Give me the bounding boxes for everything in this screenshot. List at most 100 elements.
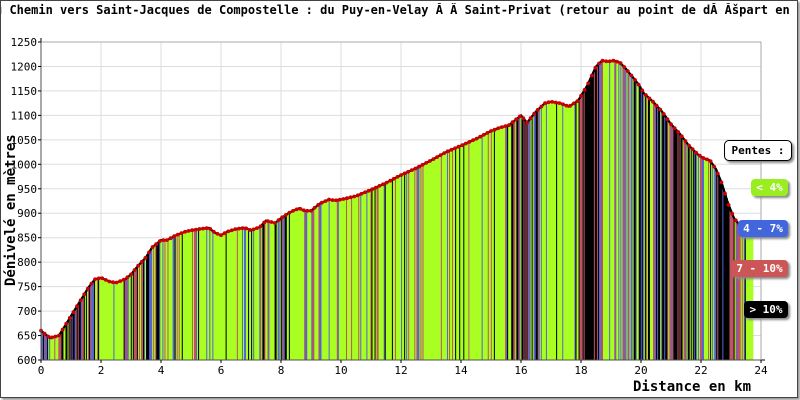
slope-bar bbox=[234, 228, 237, 360]
slope-bar bbox=[169, 238, 171, 360]
elevation-point bbox=[355, 193, 360, 198]
slope-bar bbox=[682, 137, 684, 360]
slope-bar bbox=[131, 272, 134, 360]
elevation-point bbox=[575, 99, 580, 103]
slope-bar bbox=[395, 177, 398, 360]
slope-bar bbox=[205, 228, 207, 360]
slope-bar bbox=[677, 131, 679, 360]
elevation-point bbox=[427, 159, 432, 163]
slope-bar bbox=[442, 153, 445, 360]
elevation-point bbox=[643, 93, 648, 97]
slope-bar bbox=[696, 153, 699, 360]
slope-bar bbox=[426, 162, 428, 360]
slope-bar bbox=[354, 196, 356, 360]
elevation-point bbox=[629, 73, 634, 78]
slope-bar bbox=[524, 119, 526, 360]
slope-bar bbox=[278, 219, 281, 360]
slope-bar bbox=[485, 133, 488, 360]
slope-bar bbox=[688, 145, 691, 360]
elevation-point bbox=[705, 157, 709, 162]
slope-bar bbox=[371, 189, 373, 360]
slope-bar bbox=[509, 124, 511, 360]
elevation-point bbox=[46, 334, 51, 339]
slope-bar bbox=[435, 157, 438, 360]
slope-bar bbox=[413, 168, 415, 360]
slope-bar bbox=[293, 210, 296, 360]
elevation-point bbox=[283, 213, 288, 217]
elevation-point bbox=[186, 229, 191, 233]
slope-bar bbox=[289, 211, 292, 360]
slope-bar bbox=[262, 223, 264, 360]
slope-bar bbox=[361, 193, 363, 360]
slope-bar bbox=[668, 120, 670, 361]
slope-bar bbox=[325, 200, 327, 360]
slope-bar bbox=[687, 143, 690, 360]
elevation-point bbox=[384, 180, 389, 185]
slope-bar bbox=[358, 194, 360, 360]
slope-bar bbox=[731, 212, 733, 360]
slope-bar bbox=[427, 161, 429, 360]
slope-bar bbox=[376, 186, 378, 360]
slope-bar bbox=[359, 194, 361, 360]
slope-bar bbox=[429, 160, 432, 360]
slope-bar bbox=[63, 326, 65, 360]
slope-bar bbox=[356, 195, 358, 360]
slope-bar bbox=[385, 182, 388, 360]
slope-bar bbox=[718, 174, 720, 360]
slope-bar bbox=[220, 234, 222, 360]
slope-bar bbox=[282, 216, 285, 360]
slope-bar bbox=[425, 162, 427, 360]
slope-bar bbox=[692, 149, 695, 360]
slope-bar bbox=[261, 224, 263, 360]
slope-bar bbox=[469, 141, 471, 360]
slope-bar bbox=[549, 101, 552, 360]
x-tick-label: 18 bbox=[574, 364, 587, 377]
slope-bar bbox=[383, 183, 386, 360]
elevation-point bbox=[528, 116, 533, 121]
slope-bar bbox=[180, 233, 183, 360]
slope-bar bbox=[531, 115, 534, 360]
slope-bar bbox=[341, 199, 344, 360]
slope-bar bbox=[477, 137, 479, 360]
slope-bar bbox=[749, 231, 752, 360]
elevation-point bbox=[460, 143, 465, 148]
slope-bar bbox=[369, 189, 371, 360]
elevation-point bbox=[147, 250, 151, 255]
elevation-point bbox=[525, 120, 529, 125]
slope-bar bbox=[608, 61, 610, 360]
slope-bar bbox=[412, 169, 414, 360]
elevation-point bbox=[226, 229, 231, 234]
elevation-point bbox=[67, 316, 72, 320]
x-tick-label: 8 bbox=[278, 364, 285, 377]
slope-bar bbox=[617, 61, 619, 361]
slope-bar bbox=[212, 230, 214, 360]
elevation-point bbox=[611, 58, 616, 63]
slope-bar bbox=[141, 260, 144, 360]
slope-bar bbox=[588, 80, 591, 360]
elevation-point bbox=[618, 61, 623, 66]
elevation-point bbox=[265, 219, 270, 224]
slope-bar bbox=[701, 157, 704, 360]
slope-bar bbox=[306, 210, 308, 360]
elevation-point bbox=[733, 218, 738, 223]
legend-item-lt4: < 4% bbox=[751, 179, 788, 196]
slope-bar bbox=[441, 153, 444, 360]
slope-bar bbox=[372, 188, 374, 360]
slope-bar bbox=[66, 321, 68, 360]
y-tick-label: 800 bbox=[17, 256, 37, 269]
slope-bar bbox=[452, 149, 454, 360]
slope-bar bbox=[305, 210, 307, 360]
slope-bar bbox=[307, 210, 309, 360]
slope-bar bbox=[561, 103, 563, 361]
slope-bar bbox=[101, 277, 103, 360]
slope-bar bbox=[548, 101, 551, 360]
slope-bar bbox=[335, 200, 338, 360]
slope-bar bbox=[679, 133, 681, 360]
slope-bar bbox=[661, 110, 663, 360]
slope-bar bbox=[702, 157, 705, 360]
slope-bar bbox=[463, 144, 465, 360]
slope-bar bbox=[690, 147, 693, 360]
slope-bar bbox=[195, 229, 197, 360]
slope-bar bbox=[161, 240, 163, 360]
